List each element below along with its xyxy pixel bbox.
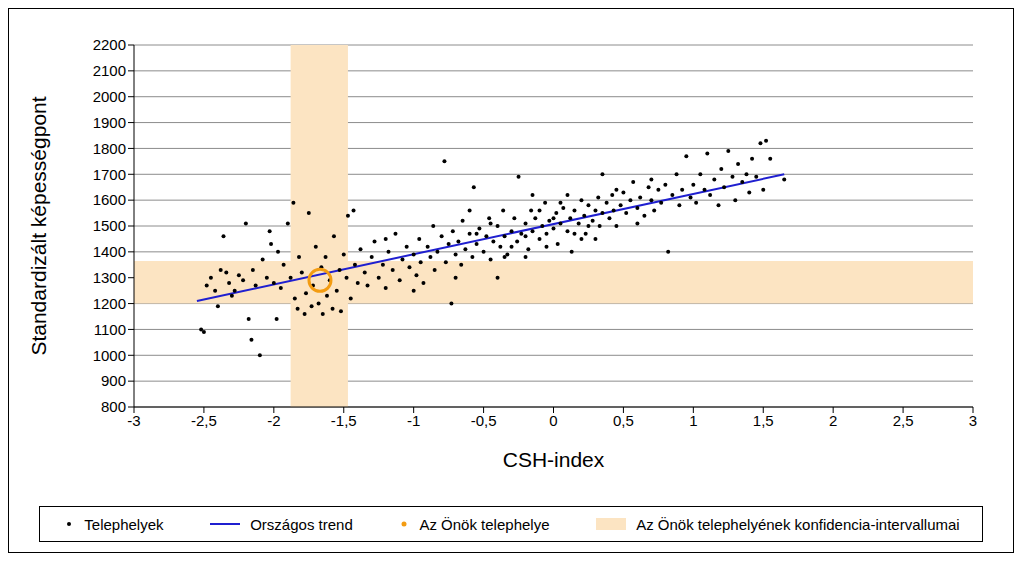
svg-text:1000: 1000: [93, 347, 126, 364]
svg-text:1700: 1700: [93, 166, 126, 183]
svg-text:-2: -2: [267, 412, 280, 429]
svg-text:1300: 1300: [93, 269, 126, 286]
svg-text:-2,5: -2,5: [191, 412, 217, 429]
svg-text:0: 0: [549, 412, 557, 429]
svg-text:-1: -1: [407, 412, 420, 429]
svg-text:1800: 1800: [93, 140, 126, 157]
svg-text:1500: 1500: [93, 217, 126, 234]
svg-text:2: 2: [829, 412, 837, 429]
svg-text:1: 1: [689, 412, 697, 429]
html-text:Az Önök telephelyének konfiden: Az Önök telephelyének konfidencia-interv…: [636, 515, 960, 533]
html-text:Telephelyek: Telephelyek: [84, 515, 164, 533]
svg-text:800: 800: [101, 398, 126, 415]
html-text:Országos trend: Országos trend: [250, 515, 353, 533]
svg-text:1200: 1200: [93, 295, 126, 312]
svg-text:2100: 2100: [93, 62, 126, 79]
svg-text:2200: 2200: [93, 36, 126, 53]
svg-text:1100: 1100: [94, 321, 126, 338]
svg-text:0,5: 0,5: [613, 412, 634, 429]
svg-text:1600: 1600: [93, 191, 126, 208]
svg-text:CSH-index: CSH-index: [503, 448, 605, 471]
svg-text:-1,5: -1,5: [331, 412, 357, 429]
svg-text:2,5: 2,5: [893, 412, 914, 429]
svg-text:-0,5: -0,5: [471, 412, 497, 429]
svg-text:1,5: 1,5: [753, 412, 774, 429]
svg-text:1900: 1900: [93, 114, 126, 131]
svg-text:900: 900: [101, 372, 126, 389]
html-text:Az Önök telephelye: Az Önök telephelye: [419, 515, 550, 533]
svg-text:3: 3: [969, 412, 977, 429]
svg-text:Standardizált képességpont: Standardizált képességpont: [27, 96, 50, 355]
svg-text:1400: 1400: [93, 243, 126, 260]
svg-text:2000: 2000: [93, 88, 126, 105]
svg-text:-3: -3: [127, 412, 140, 429]
